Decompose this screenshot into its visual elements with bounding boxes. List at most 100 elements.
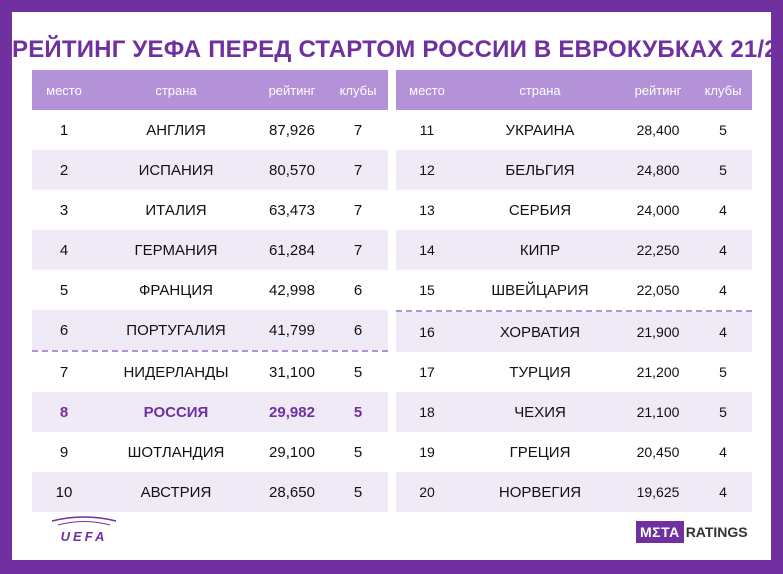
cell-place: 16: [419, 324, 435, 340]
cell-rating: 61,284: [269, 241, 315, 259]
cell-place: 19: [419, 444, 435, 460]
cell-place: 15: [419, 282, 435, 298]
table-row: 7 НИДЕРЛАНДЫ 31,100 5: [32, 352, 388, 392]
header-rating: рейтинг: [634, 82, 682, 98]
cell-rating: 63,473: [269, 201, 315, 219]
cell-rating: 31,100: [269, 363, 315, 381]
cell-rating: 24,000: [636, 202, 680, 218]
cell-place: 17: [419, 364, 435, 380]
cell-place: 2: [59, 161, 69, 179]
cell-rating: 19,625: [636, 484, 680, 500]
cell-place: 5: [59, 281, 69, 299]
ranking-table-left: место страна рейтинг клубы 1 АНГЛИЯ 87,9…: [32, 70, 388, 512]
table-row: 14 КИПР 22,250 4: [396, 230, 752, 270]
cell-place: 8: [59, 403, 69, 421]
cell-place: 18: [419, 404, 435, 420]
table-row: 11 УКРАИНА 28,400 5: [396, 110, 752, 150]
cell-country: ПОРТУГАЛИЯ: [126, 321, 226, 339]
cell-country: ИТАЛИЯ: [145, 201, 207, 219]
metaratings-logo: MΣTA RATINGS: [636, 520, 748, 544]
cell-rating: 24,800: [636, 162, 680, 178]
cell-clubs: 7: [353, 241, 363, 259]
cell-clubs: 5: [353, 363, 363, 381]
cell-clubs: 5: [719, 364, 727, 380]
cell-clubs: 7: [353, 121, 363, 139]
cell-place: 13: [419, 202, 435, 218]
cell-country: ХОРВАТИЯ: [499, 323, 581, 341]
cell-rating: 42,998: [269, 281, 315, 299]
cell-place: 1: [59, 121, 69, 139]
cell-country: ГЕРМАНИЯ: [134, 241, 218, 259]
table-header: место страна рейтинг клубы: [396, 70, 752, 110]
cell-place: 14: [419, 242, 435, 258]
cutoff-divider: [396, 310, 752, 312]
cell-country: ШОТЛАНДИЯ: [127, 443, 225, 461]
table-row: 5 ФРАНЦИЯ 42,998 6: [32, 270, 388, 310]
cell-country: НИДЕРЛАНДЫ: [123, 363, 229, 381]
cell-rating: 22,050: [636, 282, 680, 298]
cell-place: 3: [59, 201, 69, 219]
cell-country: БЕЛЬГИЯ: [505, 161, 575, 179]
table-row: 13 СЕРБИЯ 24,000 4: [396, 190, 752, 230]
svg-text:UEFA: UEFA: [61, 529, 108, 544]
page-title: РЕЙТИНГ УЕФА ПЕРЕД СТАРТОМ РОССИИ В ЕВРО…: [12, 36, 783, 63]
cell-rating: 29,100: [269, 443, 315, 461]
table-row: 3 ИТАЛИЯ 63,473 7: [32, 190, 388, 230]
cell-place: 7: [59, 363, 69, 381]
cell-clubs: 6: [353, 321, 363, 339]
cell-rating: 28,650: [269, 483, 315, 501]
cell-rating: 29,982: [269, 403, 315, 421]
header-place: место: [409, 82, 445, 98]
header-rating: рейтинг: [268, 82, 316, 98]
ranking-table-right: место страна рейтинг клубы 11 УКРАИНА 28…: [396, 70, 752, 512]
header-country: страна: [155, 82, 197, 98]
table-row: 1 АНГЛИЯ 87,926 7: [32, 110, 388, 150]
cell-clubs: 5: [719, 404, 727, 420]
cell-country: УКРАИНА: [505, 121, 575, 139]
cell-country: АНГЛИЯ: [146, 121, 206, 139]
cell-place: 4: [59, 241, 69, 259]
cell-clubs: 4: [719, 484, 727, 500]
cell-clubs: 5: [719, 162, 727, 178]
cell-clubs: 5: [353, 483, 363, 501]
cell-country: ИСПАНИЯ: [138, 161, 214, 179]
cell-place: 6: [59, 321, 69, 339]
cell-country: РОССИЯ: [143, 403, 209, 421]
cell-clubs: 4: [719, 324, 727, 340]
header-country: страна: [519, 82, 561, 98]
cell-place: 9: [59, 443, 69, 461]
cell-clubs: 4: [719, 202, 727, 218]
cell-rating: 80,570: [269, 161, 315, 179]
cell-clubs: 6: [353, 281, 363, 299]
table-header: место страна рейтинг клубы: [32, 70, 388, 110]
table-row: 2 ИСПАНИЯ 80,570 7: [32, 150, 388, 190]
cutoff-divider: [32, 350, 388, 352]
table-row: 18 ЧЕХИЯ 21,100 5: [396, 392, 752, 432]
cell-rating: 41,799: [269, 321, 315, 339]
cell-country: НОРВЕГИЯ: [498, 483, 582, 501]
cell-country: ШВЕЙЦАРИЯ: [491, 281, 589, 299]
header-clubs: клубы: [339, 82, 377, 98]
cell-country: ЧЕХИЯ: [514, 403, 566, 421]
cell-country: КИПР: [519, 241, 561, 259]
table-row: 10 АВСТРИЯ 28,650 5: [32, 472, 388, 512]
cell-country: АВСТРИЯ: [140, 483, 212, 501]
table-row: 20 НОРВЕГИЯ 19,625 4: [396, 472, 752, 512]
cell-country: ГРЕЦИЯ: [509, 443, 571, 461]
cell-rating: 28,400: [636, 122, 680, 138]
cell-clubs: 4: [719, 444, 727, 460]
table-row: 16 ХОРВАТИЯ 21,900 4: [396, 312, 752, 352]
cell-place: 10: [55, 483, 73, 501]
cell-rating: 22,250: [636, 242, 680, 258]
header-clubs: клубы: [704, 82, 742, 98]
cell-country: ТУРЦИЯ: [509, 363, 571, 381]
cell-clubs: 5: [353, 403, 363, 421]
uefa-logo: UEFA: [48, 515, 120, 550]
cell-rating: 87,926: [269, 121, 315, 139]
table-row: 17 ТУРЦИЯ 21,200 5: [396, 352, 752, 392]
cell-rating: 21,200: [636, 364, 680, 380]
table-row: 12 БЕЛЬГИЯ 24,800 5: [396, 150, 752, 190]
cell-country: ФРАНЦИЯ: [139, 281, 213, 299]
cell-clubs: 5: [719, 122, 727, 138]
cell-clubs: 4: [719, 242, 727, 258]
